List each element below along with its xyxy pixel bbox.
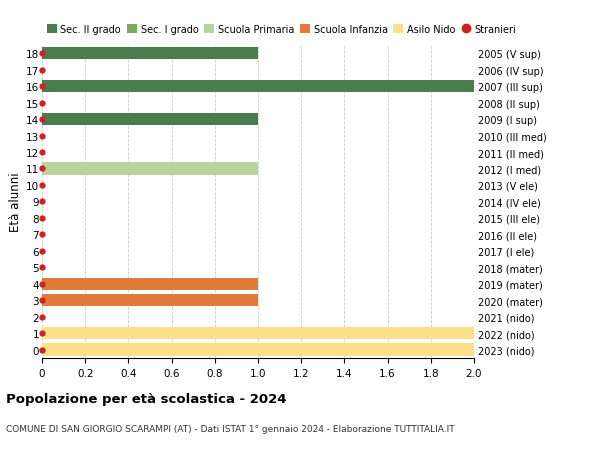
- Legend: Sec. II grado, Sec. I grado, Scuola Primaria, Scuola Infanzia, Asilo Nido, Stran: Sec. II grado, Sec. I grado, Scuola Prim…: [47, 25, 517, 35]
- Bar: [42, 48, 258, 60]
- Bar: [42, 278, 258, 290]
- Bar: [42, 344, 474, 356]
- Bar: [42, 327, 474, 340]
- Bar: [42, 114, 258, 126]
- Bar: [42, 81, 474, 93]
- Bar: [42, 294, 258, 307]
- Text: COMUNE DI SAN GIORGIO SCARAMPI (AT) - Dati ISTAT 1° gennaio 2024 - Elaborazione : COMUNE DI SAN GIORGIO SCARAMPI (AT) - Da…: [6, 425, 455, 434]
- Bar: [42, 163, 258, 175]
- Y-axis label: Età alunni: Età alunni: [9, 172, 22, 232]
- Text: Popolazione per età scolastica - 2024: Popolazione per età scolastica - 2024: [6, 392, 287, 405]
